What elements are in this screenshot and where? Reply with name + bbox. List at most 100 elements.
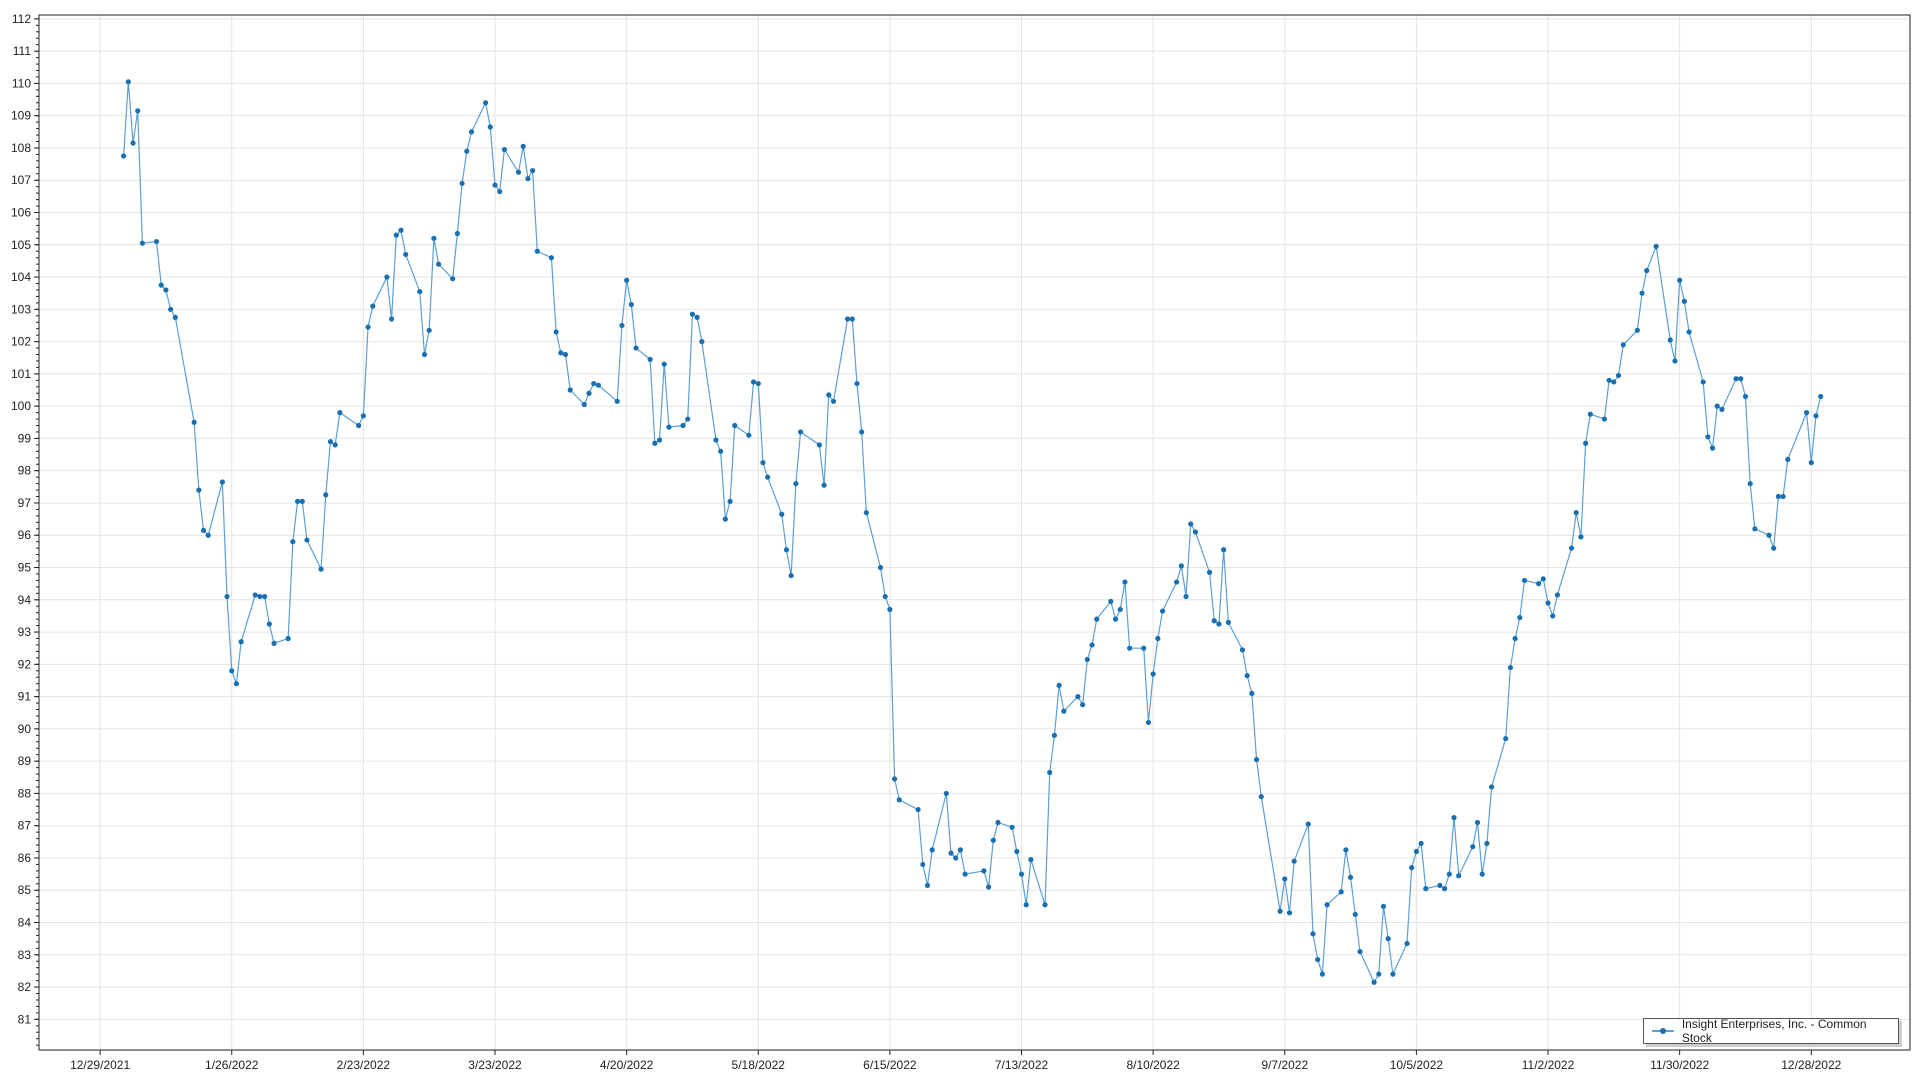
data-point — [1517, 614, 1523, 621]
x-tick-label: 9/7/2022 — [1261, 1058, 1308, 1072]
data-point — [1178, 563, 1184, 569]
data-point — [783, 547, 790, 553]
data-point — [981, 868, 987, 874]
data-point — [139, 240, 146, 246]
data-point — [1573, 510, 1579, 516]
y-tick-label: 88 — [18, 786, 32, 800]
data-point — [595, 382, 602, 388]
data-point — [1667, 337, 1673, 343]
data-point — [779, 511, 785, 517]
y-tick-label: 106 — [11, 206, 31, 220]
data-point — [125, 79, 131, 85]
data-point — [628, 301, 634, 308]
y-tick-label: 86 — [18, 851, 32, 865]
data-point — [1211, 618, 1217, 624]
data-point — [1578, 534, 1584, 540]
data-point — [1206, 569, 1213, 575]
data-point — [365, 324, 371, 330]
data-point — [530, 167, 536, 174]
data-point — [863, 510, 869, 516]
data-point — [196, 487, 202, 493]
data-point — [1686, 329, 1692, 335]
data-point — [262, 593, 268, 600]
data-point — [1601, 416, 1608, 422]
data-point — [586, 390, 592, 396]
data-point — [1376, 971, 1382, 977]
x-tick-label: 5/18/2022 — [732, 1058, 786, 1072]
data-point — [1714, 403, 1720, 409]
data-point — [1094, 616, 1100, 622]
data-point — [1352, 911, 1358, 918]
data-point — [497, 188, 503, 195]
data-point — [849, 316, 855, 322]
data-point — [666, 424, 672, 430]
data-point — [1117, 606, 1123, 613]
data-point — [1456, 873, 1462, 879]
data-point — [468, 129, 475, 135]
x-tick-label: 11/2/2022 — [1522, 1058, 1575, 1072]
data-point — [1423, 886, 1429, 892]
y-tick-label: 82 — [18, 980, 32, 994]
data-point — [1719, 406, 1725, 412]
data-point — [755, 380, 761, 387]
data-point — [1413, 848, 1419, 855]
data-point — [435, 261, 442, 267]
data-point — [1291, 858, 1297, 864]
data-point — [1677, 277, 1683, 283]
data-point — [826, 392, 832, 398]
legend-series-marker-icon — [1652, 1028, 1674, 1034]
data-point — [1681, 298, 1687, 304]
data-point — [854, 380, 860, 387]
data-point — [492, 182, 498, 188]
data-point — [200, 527, 207, 534]
data-point — [816, 442, 822, 448]
data-point — [219, 479, 225, 485]
data-point — [1442, 886, 1448, 892]
data-point — [953, 855, 959, 861]
data-point — [1813, 413, 1819, 419]
y-tick-label: 81 — [18, 1012, 32, 1026]
data-point — [501, 146, 507, 153]
data-point — [1446, 871, 1452, 877]
data-point — [713, 437, 719, 443]
y-tick-label: 96 — [18, 528, 32, 542]
y-tick-label: 89 — [18, 754, 32, 768]
y-tick-label: 83 — [18, 948, 32, 962]
data-point — [656, 437, 663, 443]
data-point — [1611, 379, 1617, 385]
data-point — [694, 314, 700, 320]
data-point — [266, 621, 272, 627]
y-tick-label: 103 — [11, 302, 31, 316]
x-tick-label: 3/23/2022 — [468, 1058, 522, 1072]
x-axis: 12/29/2021 1/26/2022 2/23/2022 3/23/2022 4/2… — [70, 1050, 1842, 1072]
data-point — [1315, 957, 1321, 963]
data-point — [1061, 708, 1067, 714]
y-tick-label: 108 — [11, 141, 31, 155]
data-point — [370, 303, 376, 309]
data-point — [760, 460, 766, 466]
data-point — [1550, 613, 1556, 619]
data-point — [1221, 547, 1227, 553]
x-tick-label: 7/13/2022 — [995, 1058, 1049, 1072]
data-point — [896, 797, 902, 803]
data-point — [553, 329, 559, 335]
data-point — [290, 539, 296, 545]
y-tick-label: 109 — [11, 109, 31, 123]
x-tick-label: 2/23/2022 — [337, 1058, 391, 1072]
data-point — [957, 847, 963, 853]
data-point — [797, 429, 804, 435]
data-point — [1512, 635, 1518, 642]
data-point — [718, 448, 724, 454]
data-point — [384, 274, 390, 280]
data-point — [1042, 902, 1048, 908]
data-point — [943, 790, 949, 797]
data-point — [1056, 682, 1062, 688]
data-point — [830, 398, 837, 404]
data-point — [454, 230, 460, 237]
data-point — [229, 668, 235, 674]
data-point — [1644, 268, 1650, 274]
data-point — [168, 306, 174, 312]
data-point — [581, 401, 587, 408]
data-point — [1700, 379, 1706, 385]
